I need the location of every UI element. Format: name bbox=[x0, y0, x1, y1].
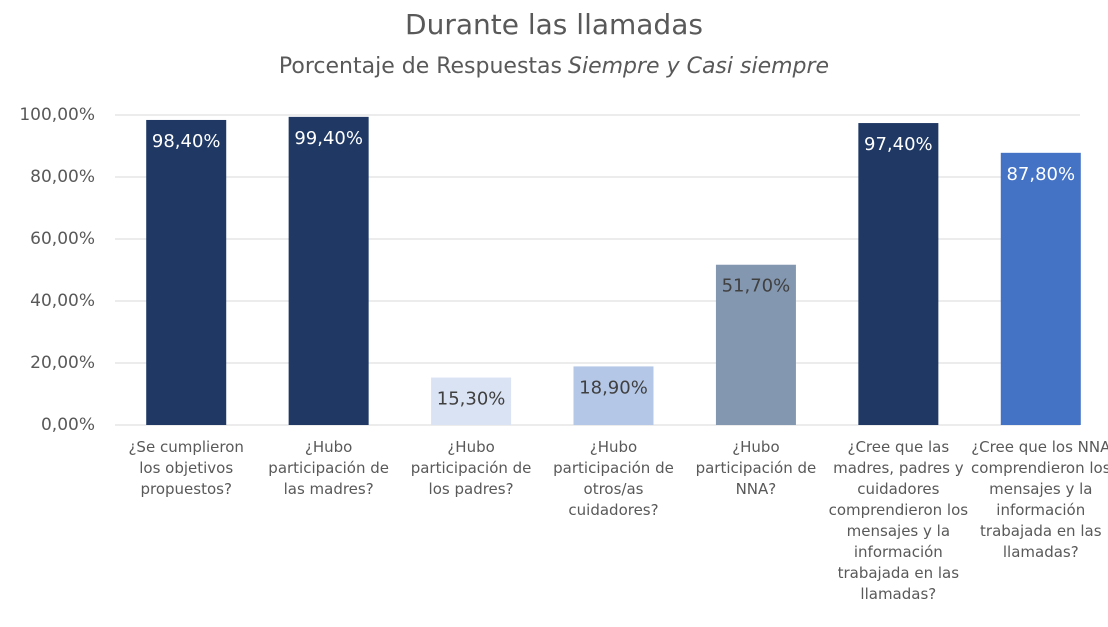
chart-title: Durante las llamadas bbox=[405, 8, 703, 41]
y-tick-label: 40,00% bbox=[30, 291, 95, 311]
bar bbox=[1000, 152, 1081, 425]
x-tick-label: ¿Cree que las madres, padres y cuidadore… bbox=[828, 438, 969, 603]
x-tick-label: ¿Cree que los NNA comprendieron los mens… bbox=[971, 438, 1108, 561]
value-label: 87,80% bbox=[1006, 164, 1075, 185]
x-tick-label: ¿Hubo participación de las madres? bbox=[268, 438, 389, 498]
bar bbox=[715, 264, 796, 425]
bar bbox=[146, 119, 227, 426]
y-tick-label: 100,00% bbox=[19, 105, 95, 125]
bar bbox=[431, 377, 512, 425]
x-tick-label: ¿Hubo participación de otros/as cuidador… bbox=[553, 438, 674, 519]
value-label: 99,40% bbox=[294, 128, 363, 149]
x-tick-label: ¿Hubo participación de los padres? bbox=[410, 438, 532, 498]
bar bbox=[858, 123, 939, 425]
value-label: 18,90% bbox=[579, 377, 648, 398]
value-label: 15,30% bbox=[437, 389, 506, 410]
x-tick-label: ¿Hubo participación de NNA? bbox=[695, 438, 817, 498]
y-tick-label: 80,00% bbox=[30, 167, 95, 187]
chart-subtitle: Porcentaje de Respuestas Siempre y Casi s… bbox=[0, 54, 1108, 79]
subtitle-emphasis: Siempre y Casi siempre bbox=[568, 54, 830, 79]
bar bbox=[288, 116, 369, 426]
bar bbox=[573, 366, 654, 425]
subtitle-text: Porcentaje de Respuestas bbox=[278, 54, 562, 79]
value-label: 51,70% bbox=[722, 276, 791, 297]
x-tick-label: ¿Se cumplieron los objetivos propuestos? bbox=[128, 438, 244, 498]
y-tick-label: 20,00% bbox=[30, 353, 95, 373]
y-tick-label: 60,00% bbox=[30, 229, 95, 249]
value-label: 98,40% bbox=[152, 131, 221, 152]
y-tick-label: 0,00% bbox=[41, 415, 95, 435]
value-label: 97,40% bbox=[864, 134, 933, 155]
